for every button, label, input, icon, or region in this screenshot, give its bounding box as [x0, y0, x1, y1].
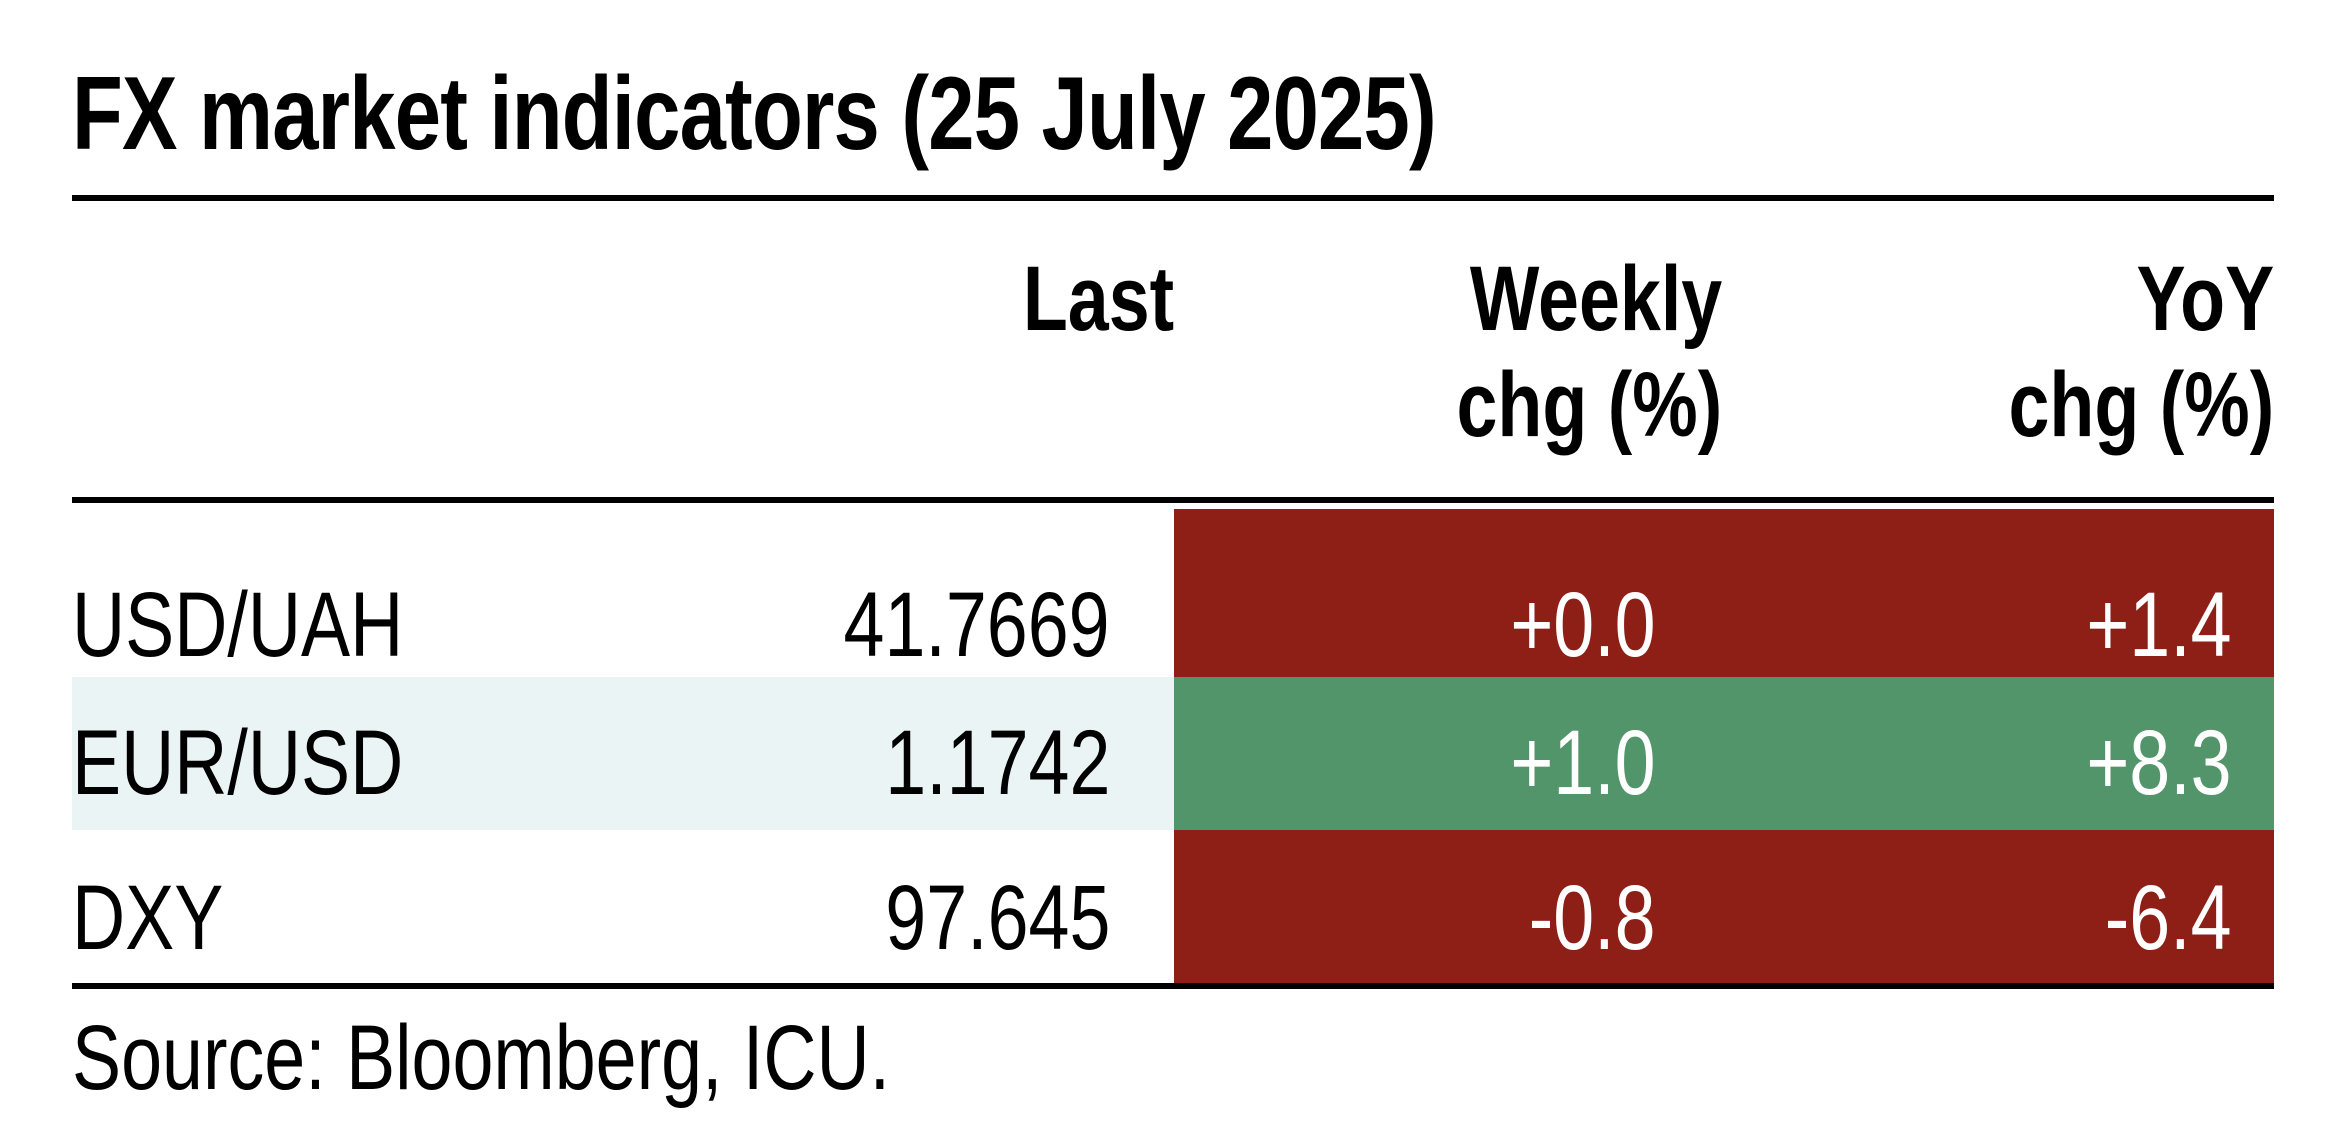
weekly-change-value: +1.0	[1510, 712, 1656, 814]
yoy-change-value: +8.3	[2086, 712, 2232, 814]
column-header-weekly: Weekly chg (%)	[1456, 246, 1722, 458]
row-label: USD/UAH	[72, 574, 404, 676]
weekly-change-cell	[1174, 830, 1724, 983]
column-header-weekly-line2: chg (%)	[1456, 354, 1722, 456]
last-value: 97.645	[884, 867, 1110, 969]
yoy-change-value: +1.4	[2086, 574, 2232, 676]
row-label: EUR/USD	[72, 712, 404, 814]
top-rule	[72, 195, 2274, 201]
column-header-last-label: Last	[1022, 248, 1174, 350]
yoy-change-cell	[1724, 509, 2274, 677]
table-row-dxy: DXY 97.645 -0.8 -6.4	[72, 830, 2274, 983]
table-title: FX market indicators (25 July 2025)	[72, 56, 1437, 172]
weekly-change-value: +0.0	[1510, 574, 1656, 676]
yoy-change-cell	[1724, 677, 2274, 830]
yoy-change-cell	[1724, 830, 2274, 983]
source-note: Source: Bloomberg, ICU.	[72, 1007, 891, 1109]
last-value: 41.7669	[843, 574, 1110, 676]
last-value: 1.1742	[884, 712, 1110, 814]
column-header-weekly-line1: Weekly	[1469, 248, 1722, 350]
table-row-eur-usd: EUR/USD 1.1742 +1.0 +8.3	[72, 677, 2274, 830]
weekly-change-cell	[1174, 509, 1724, 677]
weekly-change-cell	[1174, 677, 1724, 830]
column-header-last: Last	[1023, 246, 1174, 352]
yoy-change-value: -6.4	[2105, 867, 2232, 969]
column-header-yoy-line2: chg (%)	[2008, 354, 2274, 456]
row-label: DXY	[72, 867, 224, 969]
bottom-rule	[72, 983, 2274, 989]
column-header-yoy-line1: YoY	[2136, 248, 2274, 350]
row-background	[72, 677, 1174, 830]
weekly-change-value: -0.8	[1529, 867, 1656, 969]
column-header-yoy: YoY chg (%)	[2008, 246, 2274, 458]
table-row-usd-uah: USD/UAH 41.7669 +0.0 +1.4	[72, 509, 2274, 677]
header-rule	[72, 497, 2274, 503]
